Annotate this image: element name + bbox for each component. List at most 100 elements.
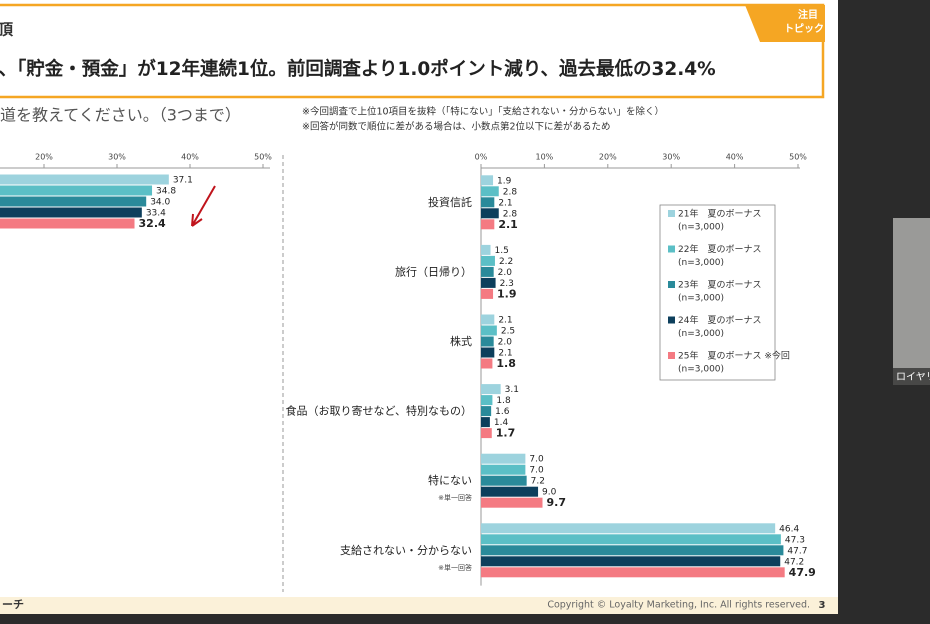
legend-label: 24年 夏のボーナス bbox=[678, 314, 761, 326]
legend-label: 21年 夏のボーナス bbox=[678, 208, 761, 220]
question: 道を教えてください。（3つまで） bbox=[0, 106, 241, 125]
value-label: 1.8 bbox=[496, 396, 511, 406]
legend-sample: (n=3,000) bbox=[678, 294, 724, 304]
bar bbox=[481, 255, 495, 266]
value-label: 1.7 bbox=[496, 427, 516, 440]
category-label: 食品（お取り寄せなど、特別なもの） bbox=[286, 404, 472, 418]
category-label: 株式 bbox=[450, 334, 472, 348]
bar bbox=[481, 464, 526, 475]
value-label: 37.1 bbox=[173, 176, 193, 186]
bar bbox=[481, 358, 493, 369]
category-label: 支給されない・分からない bbox=[340, 543, 472, 557]
value-label: 32.4 bbox=[139, 217, 166, 230]
bar bbox=[481, 384, 501, 395]
bar bbox=[481, 545, 784, 556]
video-label-bg bbox=[893, 368, 930, 385]
value-label: 2.1 bbox=[498, 316, 512, 326]
bar bbox=[481, 197, 495, 208]
category-label: 特にない bbox=[428, 473, 472, 487]
x-tick-label: 0% bbox=[475, 153, 488, 162]
value-label: 47.2 bbox=[784, 557, 804, 567]
title: 頂 bbox=[0, 21, 14, 39]
x-tick-label: 10% bbox=[536, 153, 554, 162]
bar bbox=[481, 277, 496, 288]
category-note: ※単一回答 bbox=[438, 563, 472, 572]
x-tick-label: 50% bbox=[254, 153, 272, 162]
bar bbox=[481, 175, 494, 186]
legend-label: 22年 夏のボーナス bbox=[678, 243, 761, 255]
value-label: 2.1 bbox=[498, 349, 512, 359]
bar bbox=[481, 534, 781, 545]
legend-sample: (n=3,000) bbox=[678, 329, 724, 339]
value-label: 1.5 bbox=[495, 246, 509, 256]
value-label: 7.0 bbox=[529, 455, 544, 465]
badge-text: 注目 bbox=[798, 8, 818, 21]
value-label: 1.4 bbox=[494, 418, 509, 428]
value-label: 9.7 bbox=[546, 496, 566, 509]
value-label: 47.3 bbox=[785, 535, 805, 545]
legend-label: 23年 夏のボーナス bbox=[678, 279, 761, 291]
value-label: 2.0 bbox=[498, 268, 513, 278]
bar bbox=[481, 417, 490, 428]
bar bbox=[0, 185, 153, 196]
bar bbox=[481, 219, 495, 230]
value-label: 2.3 bbox=[500, 279, 514, 289]
bar bbox=[481, 288, 494, 299]
bar bbox=[481, 486, 539, 497]
value-label: 2.2 bbox=[499, 257, 513, 267]
bar bbox=[481, 325, 497, 336]
category-label: 投資信託 bbox=[428, 195, 472, 209]
legend-sample: (n=3,000) bbox=[678, 365, 724, 375]
bar bbox=[481, 347, 495, 358]
copyright: Copyright © Loyalty Marketing, Inc. All … bbox=[547, 600, 810, 611]
legend-box bbox=[659, 204, 776, 381]
page-number: 3 bbox=[819, 600, 826, 611]
legend-swatch bbox=[668, 210, 675, 217]
bar bbox=[481, 336, 494, 347]
x-tick-label: 40% bbox=[726, 153, 744, 162]
bar bbox=[481, 314, 495, 325]
legend-swatch bbox=[668, 352, 675, 359]
bar bbox=[481, 266, 494, 277]
value-label: 34.8 bbox=[156, 187, 176, 197]
x-tick-label: 20% bbox=[599, 153, 617, 162]
header-box bbox=[0, 3, 825, 99]
value-label: 2.8 bbox=[503, 187, 518, 197]
value-label: 2.5 bbox=[501, 327, 515, 337]
value-label: 2.0 bbox=[498, 338, 513, 348]
value-label: 1.9 bbox=[497, 287, 517, 300]
bar bbox=[0, 207, 142, 218]
value-label: 1.9 bbox=[497, 176, 512, 186]
bar bbox=[481, 244, 491, 255]
category-note: ※単一回答 bbox=[438, 493, 472, 502]
bar bbox=[0, 196, 147, 207]
brand: ーチ bbox=[2, 598, 24, 611]
x-tick-label: 40% bbox=[181, 153, 199, 162]
value-label: 47.7 bbox=[787, 546, 807, 556]
value-label: 7.2 bbox=[531, 477, 545, 487]
value-label: 1.6 bbox=[495, 407, 510, 417]
legend-swatch bbox=[668, 281, 675, 288]
bar bbox=[481, 453, 526, 464]
video-tile bbox=[893, 218, 930, 385]
bar bbox=[481, 428, 492, 439]
bar bbox=[0, 174, 169, 185]
value-label: 7.0 bbox=[529, 466, 544, 476]
bar bbox=[0, 218, 135, 229]
value-label: 47.9 bbox=[789, 566, 816, 579]
legend-swatch bbox=[668, 316, 675, 324]
bar bbox=[481, 475, 527, 486]
bar bbox=[481, 523, 776, 534]
badge bbox=[745, 5, 825, 42]
category-label: 旅行（日帰り） bbox=[395, 264, 472, 278]
value-label: 34.0 bbox=[150, 198, 170, 208]
bar bbox=[481, 406, 492, 417]
arrow bbox=[191, 185, 216, 227]
value-label: 2.1 bbox=[498, 198, 512, 208]
value-label: 9.0 bbox=[542, 488, 557, 498]
legend-swatch bbox=[668, 245, 675, 253]
x-tick-label: 20% bbox=[35, 153, 53, 162]
bar bbox=[481, 556, 781, 567]
